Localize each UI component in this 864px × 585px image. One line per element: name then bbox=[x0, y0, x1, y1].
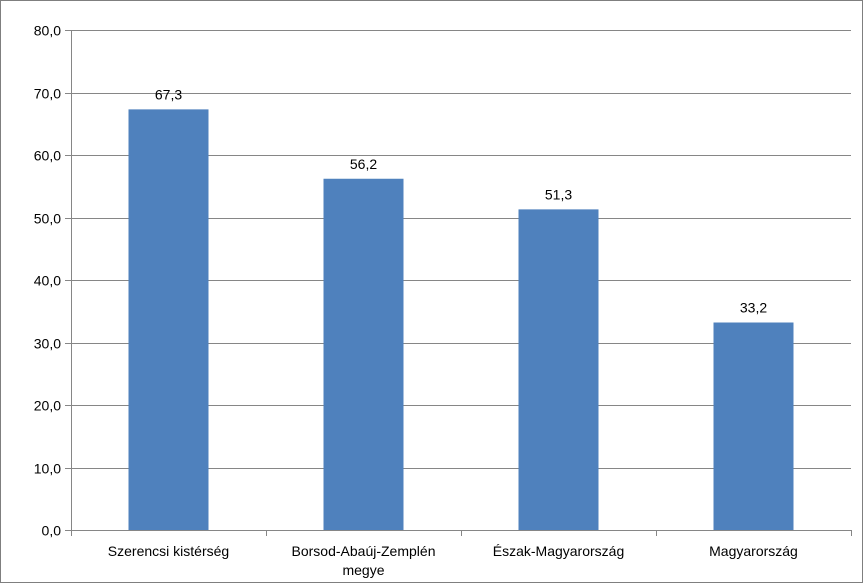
bars bbox=[129, 109, 794, 530]
x-category-label: Észak-Magyarország bbox=[493, 543, 625, 559]
y-tick-label: 10,0 bbox=[34, 461, 61, 477]
bar bbox=[519, 209, 599, 530]
data-label: 33,2 bbox=[740, 300, 767, 316]
y-tick-label: 60,0 bbox=[34, 148, 61, 164]
data-label: 51,3 bbox=[545, 186, 572, 202]
x-category-label: Borsod-Abaúj-Zemplén megye bbox=[292, 543, 436, 578]
bar bbox=[129, 109, 209, 530]
data-label: 67,3 bbox=[155, 86, 182, 102]
y-tick-label: 50,0 bbox=[34, 211, 61, 227]
x-category-label: Szerencsi kistérség bbox=[108, 543, 229, 559]
y-tick-label: 40,0 bbox=[34, 273, 61, 289]
y-tick-label: 70,0 bbox=[34, 86, 61, 102]
y-tick-label: 80,0 bbox=[34, 23, 61, 39]
x-category-label: Magyarország bbox=[709, 543, 798, 559]
bar bbox=[714, 323, 794, 531]
bar bbox=[324, 179, 404, 530]
y-tick-label: 0,0 bbox=[42, 523, 62, 539]
data-label: 56,2 bbox=[350, 156, 377, 172]
y-tick-label: 20,0 bbox=[34, 398, 61, 414]
y-tick-label: 30,0 bbox=[34, 336, 61, 352]
